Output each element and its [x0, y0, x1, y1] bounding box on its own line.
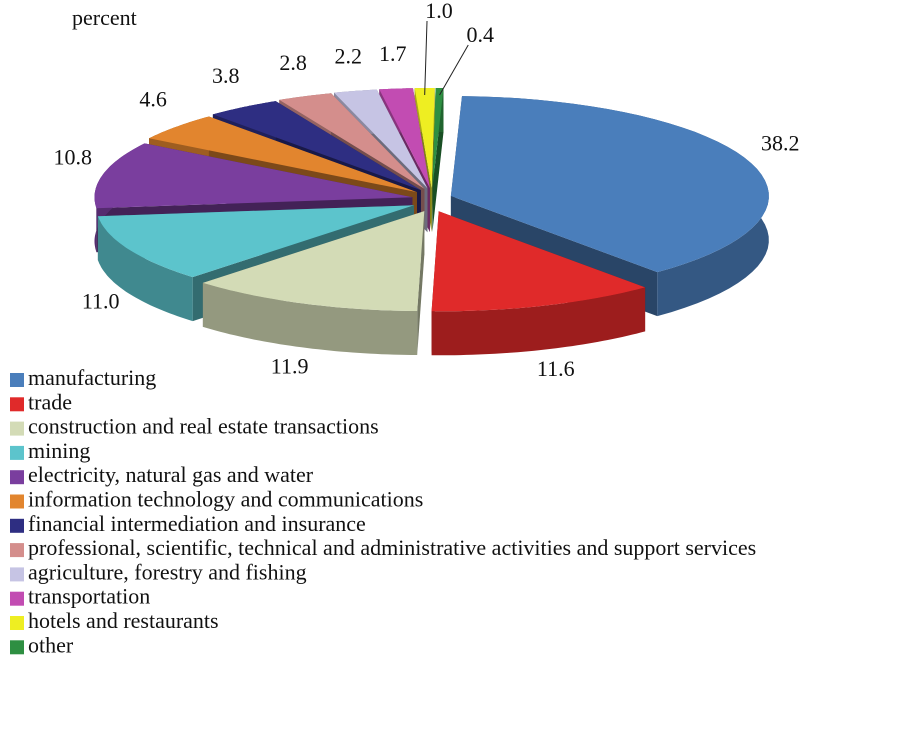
data-label: 38.2	[761, 131, 800, 156]
data-label: 11.6	[537, 356, 575, 381]
legend-label: trade	[28, 389, 72, 414]
legend-swatch	[10, 567, 24, 582]
data-label: 11.0	[82, 288, 120, 313]
legend-label: hotels and restaurants	[28, 608, 219, 633]
data-label: 11.9	[271, 354, 309, 379]
slice-top	[334, 89, 428, 189]
legend-label: construction and real estate transaction…	[28, 414, 379, 439]
pie-slice	[431, 211, 646, 356]
legend-label: other	[28, 632, 74, 657]
data-label: 10.8	[54, 144, 93, 169]
legend-label: professional, scientific, technical and …	[28, 535, 756, 560]
slice-top	[212, 101, 421, 191]
legend-label: financial intermediation and insurance	[28, 511, 366, 536]
slice-top	[432, 88, 444, 188]
legend-label: manufacturing	[28, 365, 156, 390]
legend-swatch	[10, 518, 24, 533]
legend-swatch	[10, 616, 24, 630]
slice-side	[97, 216, 193, 322]
legend-label: agriculture, forestry and fishing	[28, 559, 307, 584]
slice-top	[94, 143, 413, 209]
pie-slice	[432, 88, 444, 232]
leader-line	[424, 21, 428, 96]
slice-top	[414, 88, 435, 188]
slice-side	[431, 287, 646, 356]
legend-swatch	[10, 373, 24, 387]
data-label: 2.2	[335, 44, 363, 69]
legend-label: electricity, natural gas and water	[28, 462, 314, 487]
data-label: 1.7	[379, 41, 407, 66]
data-label: 3.8	[212, 63, 240, 88]
slice-side	[202, 282, 418, 355]
data-label: 1.0	[425, 0, 453, 23]
leader-line	[439, 44, 469, 96]
slice-top	[431, 211, 646, 312]
legend-swatch	[10, 494, 24, 509]
slice-top	[379, 88, 430, 189]
slice-top	[97, 205, 415, 278]
legend-label: transportation	[28, 584, 150, 609]
slice-top	[149, 116, 417, 193]
legend-swatch	[10, 397, 24, 412]
unit-label: percent	[72, 5, 137, 30]
slice-top	[279, 93, 425, 189]
data-label: 0.4	[466, 22, 494, 47]
legend-swatch	[10, 640, 24, 655]
legend-swatch	[10, 591, 24, 606]
legend-label: mining	[28, 438, 90, 463]
legend-swatch	[10, 543, 24, 558]
legend-swatch	[10, 445, 24, 460]
legend-label: information technology and communication…	[28, 487, 423, 512]
legend-swatch	[10, 421, 24, 436]
legend-swatch	[10, 470, 24, 485]
data-label: 4.6	[139, 87, 167, 112]
data-label: 2.8	[279, 50, 307, 75]
slice-top	[202, 211, 425, 311]
pie-slice	[202, 211, 425, 355]
slice-top	[450, 96, 769, 273]
